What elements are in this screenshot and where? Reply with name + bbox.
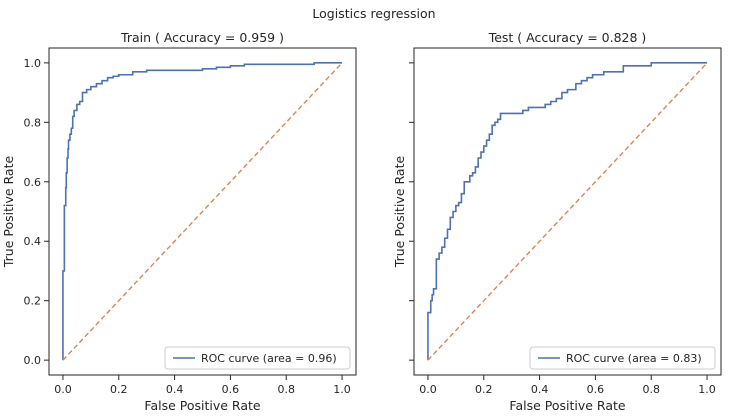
- train-x-tick-label: 0.2: [110, 383, 128, 396]
- test-legend-label: ROC curve (area = 0.83): [566, 352, 702, 365]
- test-x-tick-label: 0.2: [475, 383, 493, 396]
- test-chart-title: Test ( Accuracy = 0.828 ): [488, 30, 647, 45]
- figure-suptitle: Logistics regression: [312, 6, 435, 21]
- train-x-axis-label: False Positive Rate: [144, 398, 260, 413]
- test-legend-box: [529, 346, 716, 370]
- train-y-tick-label: 0.4: [24, 235, 42, 248]
- train-roc-curve-line: [62, 62, 343, 361]
- train-x-tick-label: 1.0: [333, 383, 351, 396]
- train-y-tick-label: 0.6: [24, 176, 42, 189]
- test-x-tick-label: 0.0: [419, 383, 437, 396]
- train-legend-label: ROC curve (area = 0.96): [201, 352, 337, 365]
- test-x-tick-label: 0.6: [587, 383, 605, 396]
- train-legend-box: [164, 346, 351, 370]
- test-y-axis-label: True Positive Rate: [392, 156, 407, 269]
- train-y-tick-label: 0.2: [24, 295, 42, 308]
- train-chance-diagonal-line: [62, 62, 343, 361]
- test-x-tick-label: 0.8: [642, 383, 660, 396]
- train-x-tick-label: 0.0: [54, 383, 72, 396]
- test-roc-panel: Test ( Accuracy = 0.828 ) 0.0 0.2 0.4 0.6 0.8…: [392, 30, 722, 413]
- train-x-tick-label: 0.6: [222, 383, 240, 396]
- train-y-tick-label: 0.8: [24, 116, 42, 129]
- train-x-tick-label: 0.8: [277, 383, 295, 396]
- train-chart-title: Train ( Accuracy = 0.959 ): [120, 30, 284, 45]
- test-x-tick-label: 1.0: [698, 383, 716, 396]
- test-x-axis-label: False Positive Rate: [509, 398, 625, 413]
- train-y-axis-label: True Positive Rate: [1, 156, 16, 269]
- train-y-tick-label: 1.0: [24, 57, 42, 70]
- train-x-tick-label: 0.4: [166, 383, 184, 396]
- test-x-tick-label: 0.4: [531, 383, 549, 396]
- test-roc-curve-line: [427, 62, 708, 361]
- test-chance-diagonal-line: [427, 62, 708, 361]
- test-axes-frame: [413, 47, 722, 376]
- train-axes-frame: [48, 47, 357, 376]
- train-y-tick-label: 0.0: [24, 354, 42, 367]
- train-roc-panel: Train ( Accuracy = 0.959 ) 0.0 0.2 0.4 0.6 0.…: [1, 30, 357, 413]
